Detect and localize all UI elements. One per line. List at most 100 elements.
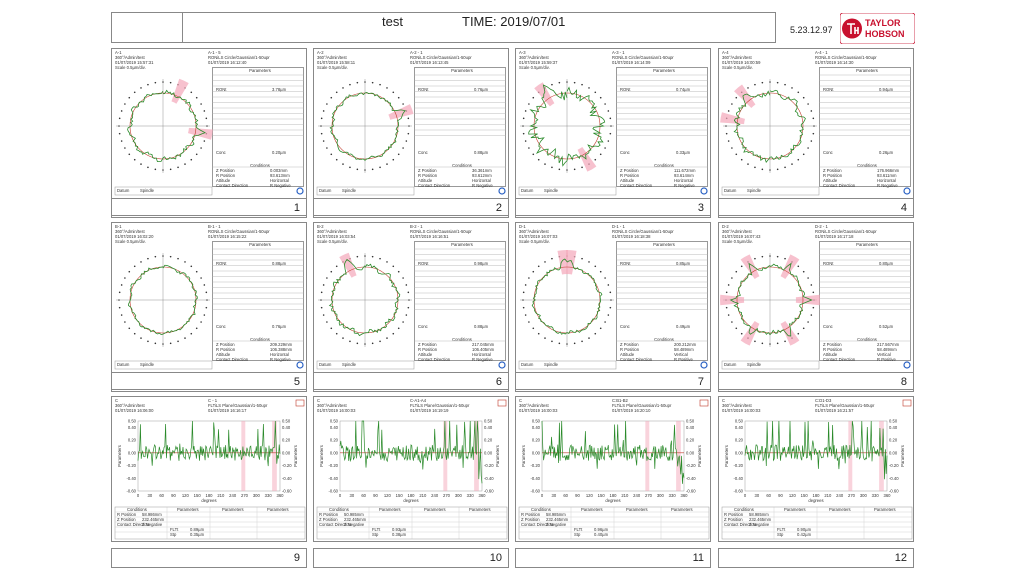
roni-value: 0.98µm	[474, 261, 489, 266]
polar-grid-dot	[522, 117, 525, 120]
stp-value: 0.35µm	[190, 531, 205, 537]
polar-grid-dot	[154, 255, 157, 258]
conc-value: 0.26µm	[879, 150, 894, 155]
polar-grid-dot	[140, 163, 142, 165]
polar-grid-dot	[581, 166, 583, 169]
parameters-header: Parameters	[177, 506, 199, 512]
z-position-label: Z Position	[620, 168, 639, 173]
polar-grid-dot	[776, 168, 779, 171]
polar-grid-dot	[349, 340, 351, 343]
roni-value: 0.74µm	[676, 87, 691, 92]
x-tick-label: 240	[431, 493, 439, 498]
polar-grid-dot	[588, 87, 590, 89]
y-axis-label-right: Parameters	[293, 445, 298, 467]
parameters-title: Parameters	[249, 242, 271, 247]
polar-grid-dot	[322, 284, 325, 286]
polar-grid-dot	[147, 83, 149, 86]
conc-label: Conc	[216, 150, 226, 155]
scale-label: Scale 0.5µm/div.	[115, 239, 146, 244]
polar-grid-dot	[532, 270, 535, 273]
y-tick-label: 0.00	[532, 450, 541, 455]
polar-grid-dot	[402, 321, 404, 323]
flatness-trace	[137, 420, 281, 467]
z-position-value: 217.045mm	[472, 342, 495, 347]
roni-label: RONt	[620, 87, 631, 92]
plot-frame	[137, 420, 281, 492]
parameters-title: Parameters	[653, 68, 675, 73]
stp-label: Stp	[574, 531, 581, 537]
polar-grid-dot	[124, 103, 126, 105]
attitude-label: Attitude	[418, 352, 433, 357]
stp-label: Stp	[372, 531, 379, 537]
polar-grid-dot	[386, 163, 388, 165]
z-position-label: Z Position	[823, 342, 842, 347]
polar-grid-dot	[342, 337, 344, 339]
polar-grid-dot	[810, 110, 813, 112]
roni-value: 0.85µm	[676, 261, 691, 266]
analysis-date: 01/07/2019 16:16:51	[410, 234, 449, 239]
r-position-label: R Position	[117, 511, 137, 517]
scale-label: Scale 0.5µm/div.	[115, 65, 146, 70]
panel-name: A-1	[115, 50, 122, 55]
polar-grid-dot	[810, 314, 813, 316]
measure-date: 01/07/2019 16:07:43	[722, 234, 761, 239]
polar-grid-dot	[797, 332, 800, 335]
y-tick-label-right: 0.50	[889, 419, 898, 424]
z-position-value: 200.212mm	[674, 342, 697, 347]
polar-grid-dot	[761, 255, 764, 258]
polar-grid-dot	[609, 306, 612, 309]
polar-grid-dot	[118, 291, 121, 294]
panel-number-5: 5	[111, 372, 307, 392]
x-axis-label: degrees	[201, 498, 216, 503]
panel-name: D-2	[722, 224, 729, 229]
polar-grid-dot	[731, 103, 733, 105]
polar-grid-dot	[551, 166, 553, 169]
x-tick-label: 90	[575, 493, 580, 498]
panel-name: B-2	[317, 224, 324, 229]
conditions-title: Conditions	[654, 163, 674, 168]
x-tick-label: 330	[872, 493, 880, 498]
y-tick-label-right: 0.40	[686, 425, 695, 430]
x-tick-label: 150	[598, 493, 606, 498]
y-tick-label: 0.40	[128, 425, 137, 430]
x-tick-label: 210	[621, 493, 629, 498]
flt-value: 0.96µm	[594, 526, 609, 532]
flatness-trace	[339, 420, 483, 484]
polar-grid-dot	[599, 153, 602, 156]
r-position-label: R Position	[418, 347, 438, 352]
highlight-wedge	[388, 104, 414, 120]
polar-grid-dot	[761, 168, 764, 171]
r-position-label: R Position	[418, 173, 438, 178]
r-position-label: R Position	[216, 347, 236, 352]
polar-grid-dot	[524, 110, 527, 112]
polar-grid-dot	[761, 81, 764, 84]
x-tick-label: 120	[384, 493, 392, 498]
reference-circle	[736, 266, 804, 334]
roundness-trace	[329, 91, 406, 161]
polar-grid-dot	[544, 261, 546, 263]
polar-grid-dot	[184, 163, 186, 165]
program-label: FLTiLS Plane/Gaussian/1-50upr	[410, 403, 470, 408]
x-tick-label: 240	[836, 493, 844, 498]
parameters-table	[616, 241, 708, 361]
polar-grid-dot	[791, 87, 793, 89]
flatness-trace	[541, 420, 685, 484]
contact-direction-label: Contact Direction	[216, 357, 249, 362]
flatness-panel-12: C 360°/Admin/test 01/07/2019 16:00:03 C:D1-…	[718, 396, 914, 542]
polar-grid-dot	[118, 132, 121, 135]
polar-plot	[518, 248, 708, 370]
polar-grid-dot	[392, 265, 395, 268]
roundness-trace	[733, 89, 806, 164]
program-label: RONiLS Circle/Gaussian/1-50upr	[612, 55, 674, 60]
conditions-title: Conditions	[250, 337, 270, 342]
roni-value: 0.80µm	[879, 261, 894, 266]
r-position-label: R Position	[620, 347, 640, 352]
polar-grid-dot	[342, 87, 344, 89]
x-axis-label: degrees	[605, 498, 620, 503]
flt-label: FLTt	[777, 526, 786, 532]
polar-grid-dot	[169, 168, 172, 171]
polar-grid-dot	[184, 337, 186, 339]
polar-grid-dot	[810, 140, 813, 142]
polar-grid-dot	[558, 81, 561, 84]
polar-grid-dot	[190, 265, 193, 268]
